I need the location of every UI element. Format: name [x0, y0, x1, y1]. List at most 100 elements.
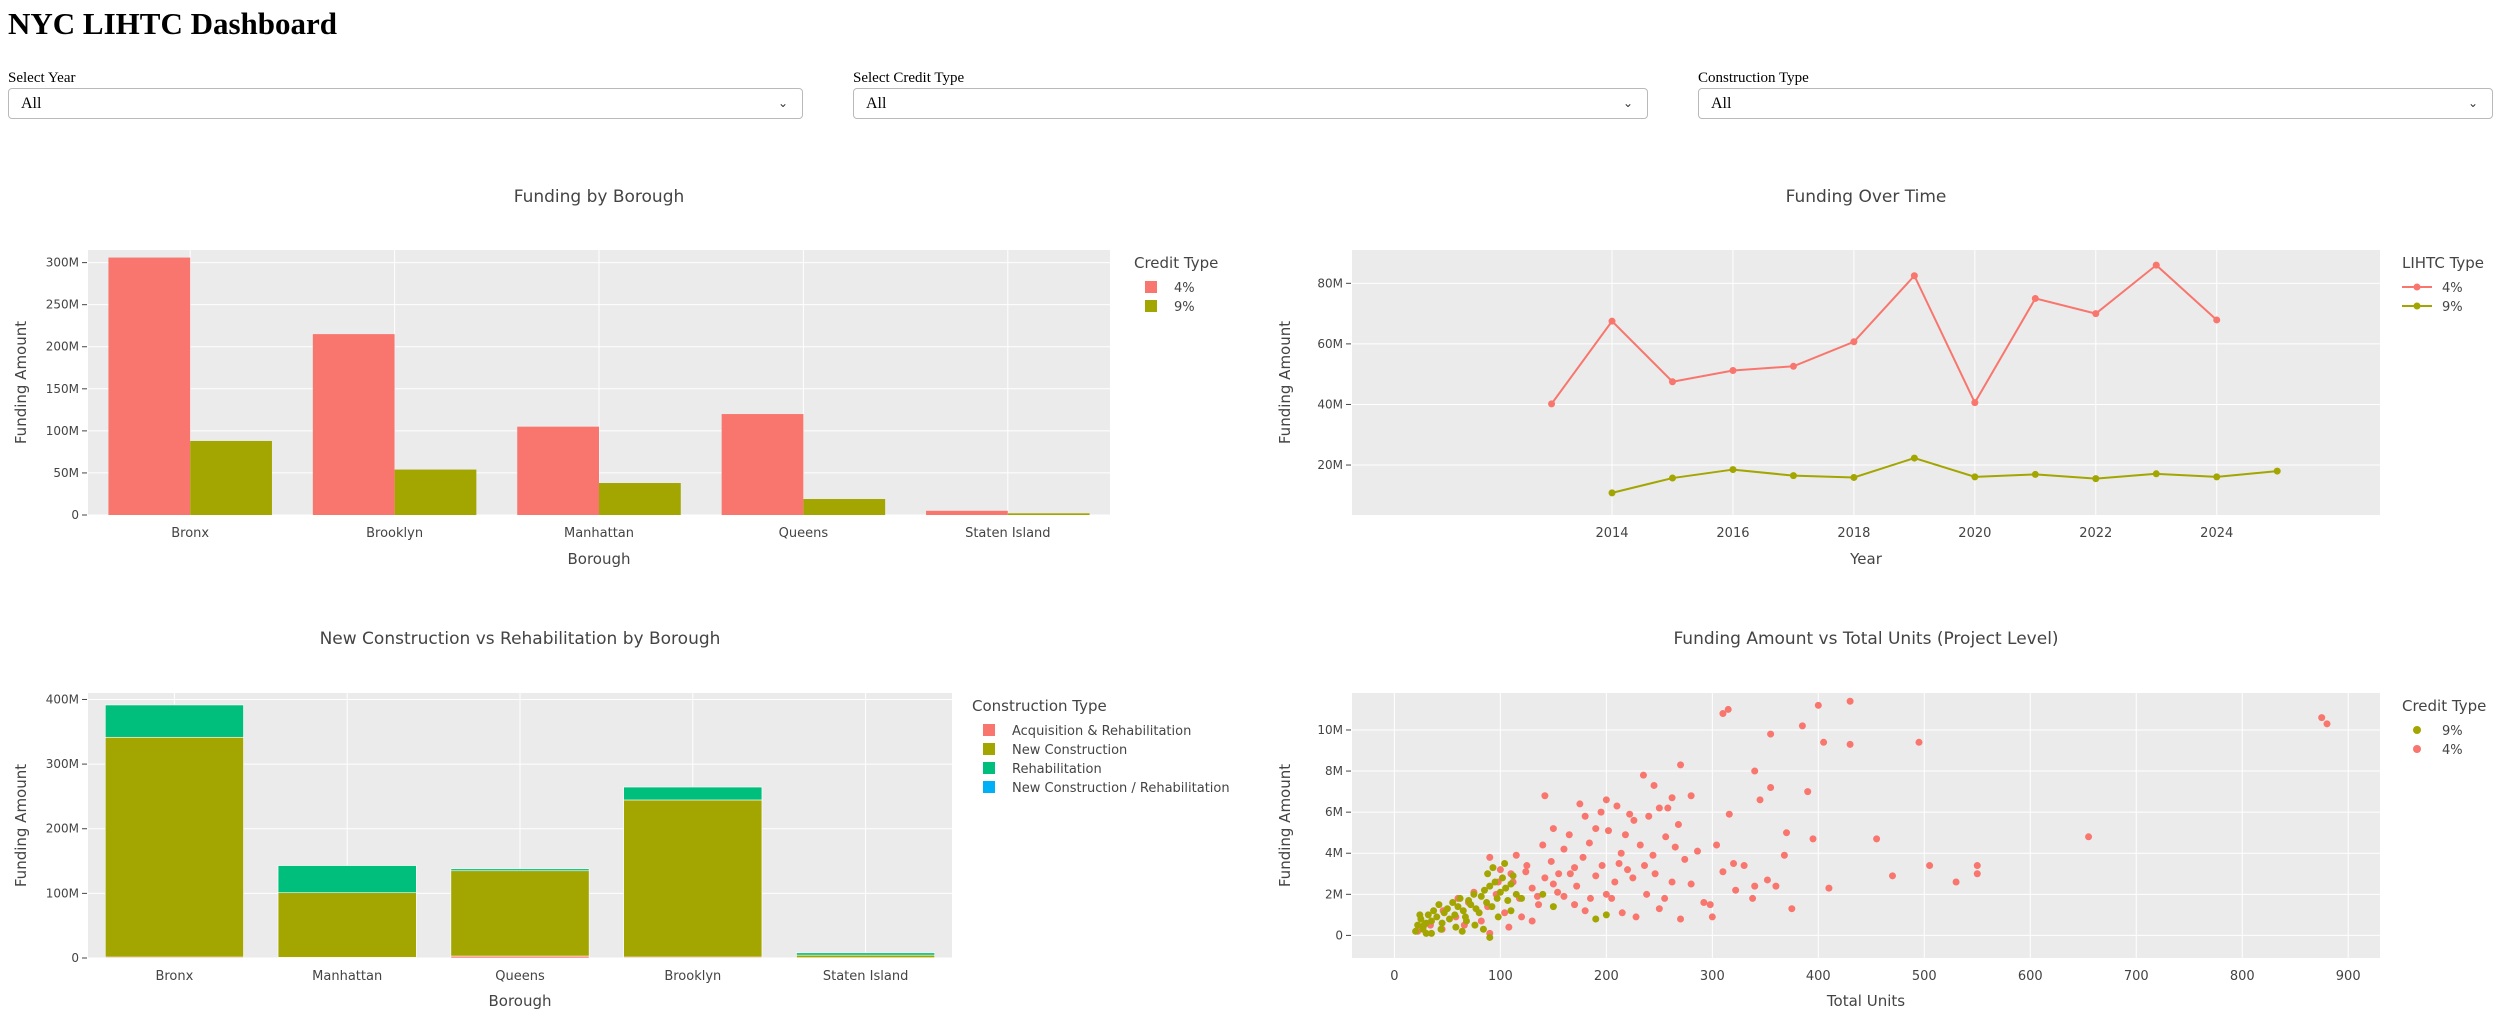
- point-4%-2019[interactable]: [1910, 272, 1918, 280]
- scatter-point-4%[interactable]: [1873, 835, 1881, 843]
- scatter-point-4%[interactable]: [1581, 907, 1589, 915]
- scatter-point-4%[interactable]: [1798, 722, 1806, 730]
- scatter-point-9%[interactable]: [1480, 886, 1488, 894]
- scatter-point-4%[interactable]: [1706, 901, 1714, 909]
- scatter-point-4%[interactable]: [1926, 862, 1934, 870]
- scatter-point-9%[interactable]: [1427, 917, 1435, 925]
- scatter-point-9%[interactable]: [1479, 925, 1487, 933]
- scatter-point-9%[interactable]: [1483, 899, 1491, 907]
- scatter-point-9%[interactable]: [1458, 927, 1466, 935]
- scatter-point-9%[interactable]: [1414, 921, 1422, 929]
- scatter-point-4%[interactable]: [1888, 872, 1896, 880]
- scatter-point-4%[interactable]: [1547, 857, 1555, 865]
- chevron-down-icon[interactable]: ⌄: [1622, 96, 1633, 110]
- scatter-point-4%[interactable]: [1693, 847, 1701, 855]
- scatter-point-9%[interactable]: [1498, 874, 1506, 882]
- scatter-point-4%[interactable]: [1973, 870, 1981, 878]
- scatter-point-4%[interactable]: [1772, 882, 1780, 890]
- scatter-point-4%[interactable]: [1825, 884, 1833, 892]
- line-series-4%[interactable]: [1550, 263, 2218, 405]
- scatter-point-4%[interactable]: [1749, 894, 1757, 902]
- scatter-point-4%[interactable]: [1730, 860, 1738, 868]
- point-4%-2017[interactable]: [1789, 362, 1797, 370]
- scatter-point-4%[interactable]: [1719, 710, 1727, 718]
- scatter-point-9%[interactable]: [1602, 911, 1610, 919]
- scatter-point-4%[interactable]: [1639, 771, 1647, 779]
- scatter-point-9%[interactable]: [1592, 915, 1600, 923]
- point-4%-2014[interactable]: [1608, 317, 1616, 325]
- scatter-point-9%[interactable]: [1507, 880, 1515, 888]
- scatter-point-9%[interactable]: [1501, 860, 1509, 868]
- scatter-point-4%[interactable]: [1651, 870, 1659, 878]
- scatter-point-9%[interactable]: [1488, 903, 1496, 911]
- scatter-point-4%[interactable]: [1486, 853, 1494, 861]
- chevron-down-icon[interactable]: ⌄: [2467, 96, 2478, 110]
- point-4%-2021[interactable]: [2031, 294, 2039, 302]
- scatter-point-4%[interactable]: [1809, 835, 1817, 843]
- scatter-point-4%[interactable]: [2318, 714, 2326, 722]
- scatter-point-9%[interactable]: [1507, 907, 1515, 915]
- point-9%-2018[interactable]: [1850, 473, 1858, 481]
- scatter-point-9%[interactable]: [1443, 905, 1451, 913]
- scatter-point-4%[interactable]: [1671, 843, 1679, 851]
- scatter-point-4%[interactable]: [1613, 802, 1621, 810]
- scatter-point-4%[interactable]: [1655, 804, 1663, 812]
- construction-type-dropdown[interactable]: All ⌄: [1698, 88, 2493, 119]
- scatter-point-9%[interactable]: [1470, 890, 1478, 898]
- scatter-point-4%[interactable]: [1788, 905, 1796, 913]
- scatter-point-4%[interactable]: [1756, 796, 1764, 804]
- point-4%-2016[interactable]: [1729, 367, 1737, 375]
- scatter-point-4%[interactable]: [1523, 862, 1531, 870]
- scatter-point-4%[interactable]: [1533, 892, 1541, 900]
- scatter-point-9%[interactable]: [1467, 901, 1475, 909]
- scatter-point-4%[interactable]: [1611, 878, 1619, 886]
- bar-Rehabilitation-Manhattan[interactable]: [277, 865, 417, 894]
- scatter-point-9%[interactable]: [1451, 911, 1459, 919]
- scatter-point-9%[interactable]: [1424, 911, 1432, 919]
- scatter-point-4%[interactable]: [1571, 864, 1579, 872]
- scatter-point-9%[interactable]: [1489, 864, 1497, 872]
- point-9%-2017[interactable]: [1789, 472, 1797, 480]
- scatter-point-4%[interactable]: [1581, 812, 1589, 820]
- scatter-point-4%[interactable]: [1573, 882, 1581, 890]
- point-9%-2024[interactable]: [2213, 473, 2221, 481]
- scatter-point-4%[interactable]: [1724, 705, 1732, 713]
- scatter-point-9%[interactable]: [1438, 919, 1446, 927]
- scatter-point-4%[interactable]: [1602, 890, 1610, 898]
- point-4%-2023[interactable]: [2152, 261, 2160, 269]
- scatter-point-4%[interactable]: [1973, 862, 1981, 870]
- scatter-point-4%[interactable]: [1846, 697, 1854, 705]
- scatter-point-4%[interactable]: [1952, 878, 1960, 886]
- point-4%-2024[interactable]: [2213, 316, 2221, 324]
- scatter-point-4%[interactable]: [1624, 866, 1632, 874]
- scatter-point-9%[interactable]: [1420, 921, 1428, 929]
- scatter-point-9%[interactable]: [1484, 870, 1492, 878]
- scatter-point-4%[interactable]: [1528, 917, 1536, 925]
- scatter-point-4%[interactable]: [1780, 851, 1788, 859]
- credit-type-dropdown[interactable]: All ⌄: [853, 88, 1648, 119]
- scatter-point-4%[interactable]: [1522, 868, 1530, 876]
- point-9%-2015[interactable]: [1668, 474, 1676, 482]
- point-4%-2018[interactable]: [1850, 338, 1858, 346]
- bar-9%-Manhattan[interactable]: [599, 483, 681, 515]
- scatter-point-4%[interactable]: [1804, 788, 1812, 796]
- scatter-point-9%[interactable]: [1475, 909, 1483, 917]
- scatter-point-4%[interactable]: [1668, 794, 1676, 802]
- scatter-point-9%[interactable]: [1494, 913, 1502, 921]
- scatter-point-9%[interactable]: [1427, 929, 1435, 937]
- scatter-point-4%[interactable]: [1598, 862, 1606, 870]
- point-9%-2023[interactable]: [2152, 470, 2160, 478]
- scatter-point-4%[interactable]: [1615, 860, 1623, 868]
- scatter-point-4%[interactable]: [1636, 841, 1644, 849]
- scatter-point-9%[interactable]: [1496, 888, 1504, 896]
- point-9%-2025[interactable]: [2273, 467, 2281, 475]
- scatter-point-4%[interactable]: [1541, 792, 1549, 800]
- chevron-down-icon[interactable]: ⌄: [777, 96, 788, 110]
- scatter-point-9%[interactable]: [1452, 923, 1460, 931]
- scatter-point-4%[interactable]: [1579, 853, 1587, 861]
- scatter-point-9%[interactable]: [1493, 894, 1501, 902]
- scatter-point-9%[interactable]: [1454, 903, 1462, 911]
- scatter-point-9%[interactable]: [1412, 927, 1420, 935]
- scatter-point-4%[interactable]: [1608, 894, 1616, 902]
- scatter-point-4%[interactable]: [1535, 901, 1543, 909]
